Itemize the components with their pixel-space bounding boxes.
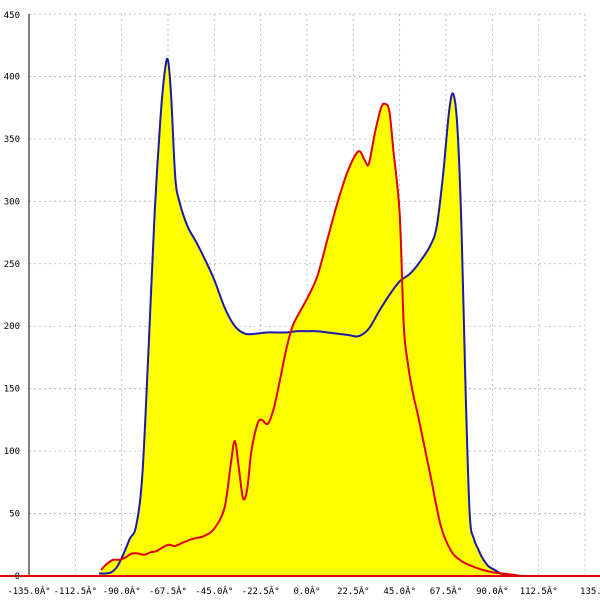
label-layer: 0 50 100 150 200 250 300 350 400 450 -135.0Â° -112.… xyxy=(4,11,600,597)
y-tick-label: 350 xyxy=(4,135,20,145)
x-tick-label: 45.0Â° xyxy=(383,585,416,597)
y-tick-label: 300 xyxy=(4,197,20,207)
y-tick-label: 100 xyxy=(4,447,20,457)
y-tick-label: 450 xyxy=(4,11,20,21)
series-2-line xyxy=(100,102,522,577)
y-tick-label: 200 xyxy=(4,322,20,332)
x-tick-label: -67.5Â° xyxy=(149,585,187,597)
x-tick-label: -45.0Â° xyxy=(195,585,233,597)
series-1-line xyxy=(98,57,514,577)
x-tick-label: -22.5Â° xyxy=(242,585,280,597)
x-tick-label: 67.5Â° xyxy=(430,585,463,597)
fill-layer xyxy=(99,58,522,577)
x-tick-label: 112.5Â° xyxy=(520,585,558,597)
x-tick-label: -135.0Â° xyxy=(7,585,50,597)
x-tick-label: 90.0Â° xyxy=(476,585,509,597)
y-tick-label: 50 xyxy=(9,510,20,520)
y-tick-label: 150 xyxy=(4,385,20,395)
x-tick-label: 135.0Â° xyxy=(580,585,600,597)
y-tick-label: 250 xyxy=(4,260,20,270)
x-tick-label: 22.5Â° xyxy=(337,585,370,597)
y-tick-label: 0 xyxy=(15,572,20,582)
x-tick-label: 0.0Â° xyxy=(293,585,320,597)
x-tick-label: -112.5Â° xyxy=(54,585,97,597)
y-tick-label: 400 xyxy=(4,72,20,82)
x-tick-label: -90.0Â° xyxy=(103,585,141,597)
series-2-area xyxy=(101,103,522,576)
line-layer xyxy=(98,57,522,577)
axis-layer xyxy=(0,14,600,577)
